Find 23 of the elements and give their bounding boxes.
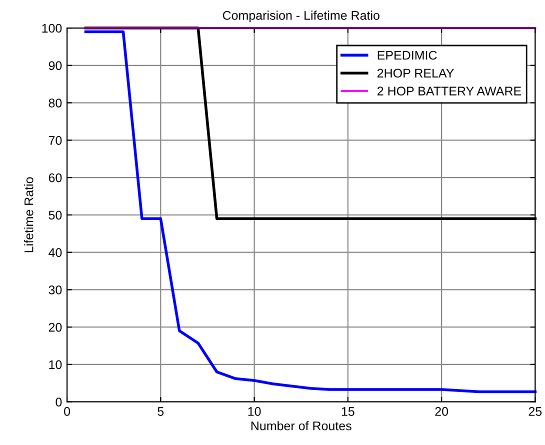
x-tick-label: 15 bbox=[342, 407, 354, 416]
y-tick-label: 80 bbox=[48, 98, 62, 108]
x-tick-label: 20 bbox=[435, 407, 448, 416]
y-tick-label: 50 bbox=[48, 210, 62, 220]
y-tick-label: 20 bbox=[48, 322, 62, 332]
y-axis-title: Lifetime Ratio bbox=[24, 177, 34, 252]
y-tick-label: 90 bbox=[48, 61, 62, 70]
x-tick-label: 10 bbox=[248, 407, 261, 416]
legend-label: 2HOP RELAY bbox=[377, 68, 454, 78]
y-tick-label: 60 bbox=[48, 173, 62, 182]
x-axis-title: Number of Routes bbox=[251, 421, 352, 430]
y-tick-label: 30 bbox=[48, 285, 62, 294]
y-tick-label: 0 bbox=[56, 398, 62, 406]
x-tick-label: 0 bbox=[64, 407, 70, 416]
y-tick-label: 10 bbox=[49, 360, 62, 370]
y-tick-label: 100 bbox=[42, 24, 62, 33]
legend-label: 2 HOP BATTERY AWARE bbox=[377, 86, 522, 96]
x-tick-label: 25 bbox=[528, 407, 542, 416]
y-tick-label: 70 bbox=[48, 136, 62, 145]
legend-label: EPEDIMIC bbox=[378, 50, 437, 60]
y-tick-label: 40 bbox=[48, 248, 62, 257]
x-tick-label: 5 bbox=[158, 407, 164, 416]
chart-title: Comparision - Lifetime Ratio bbox=[222, 10, 380, 22]
